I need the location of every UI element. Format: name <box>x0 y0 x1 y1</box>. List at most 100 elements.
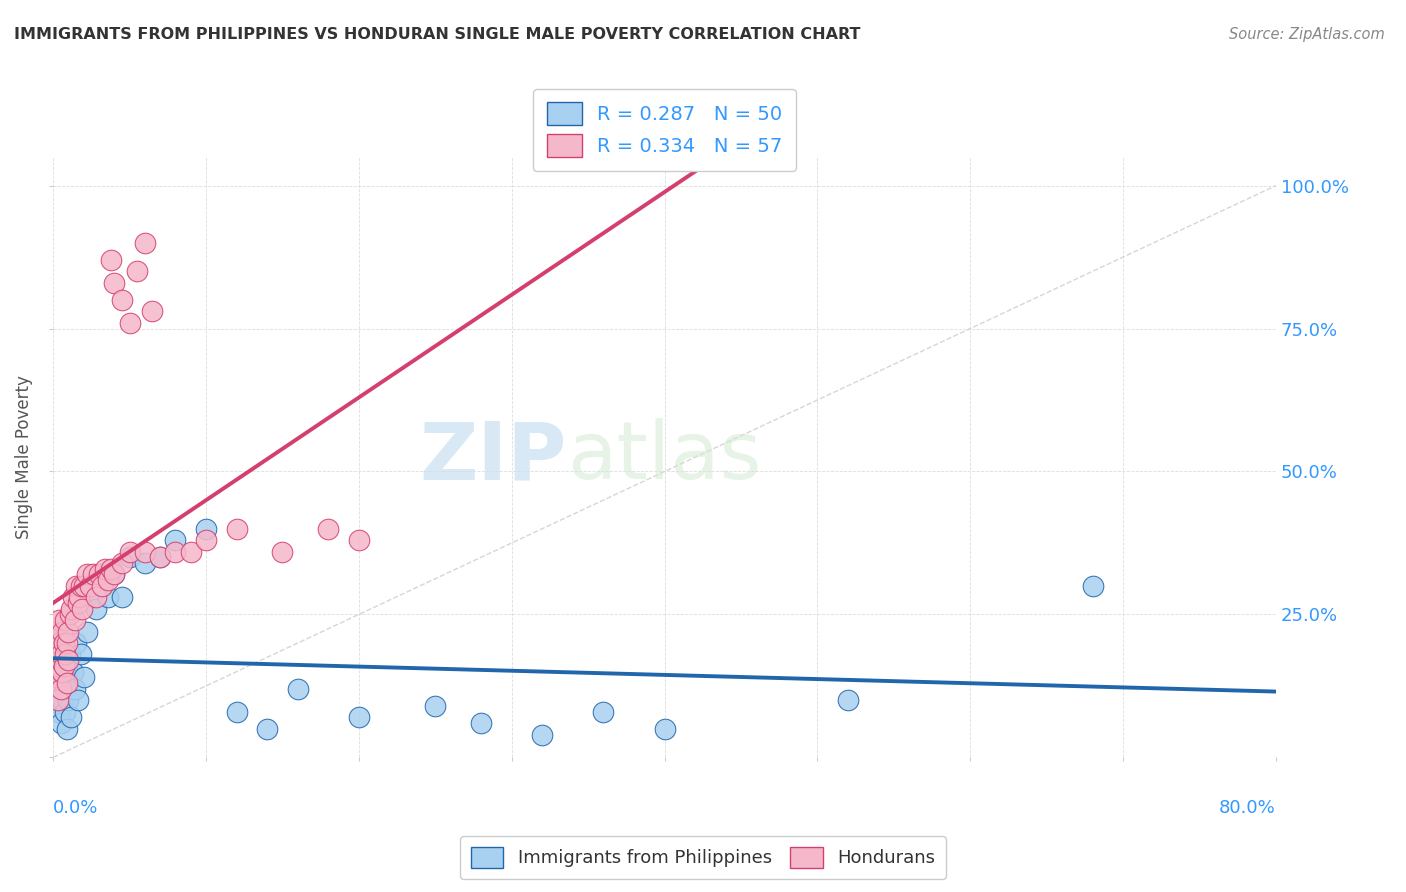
Point <box>111 556 134 570</box>
Point <box>127 264 149 278</box>
Point <box>118 550 141 565</box>
Point <box>52 636 75 650</box>
Point <box>76 567 98 582</box>
Point <box>49 648 72 662</box>
Point <box>65 579 87 593</box>
Point <box>91 579 114 593</box>
Y-axis label: Single Male Poverty: Single Male Poverty <box>15 376 32 539</box>
Point <box>134 556 156 570</box>
Point <box>45 681 67 696</box>
Point <box>56 659 79 673</box>
Point <box>62 665 84 679</box>
Point <box>46 636 69 650</box>
Point <box>103 276 125 290</box>
Point <box>225 522 247 536</box>
Point <box>82 567 104 582</box>
Point <box>58 653 80 667</box>
Point <box>87 567 110 582</box>
Point <box>60 601 83 615</box>
Text: IMMIGRANTS FROM PHILIPPINES VS HONDURAN SINGLE MALE POVERTY CORRELATION CHART: IMMIGRANTS FROM PHILIPPINES VS HONDURAN … <box>14 27 860 42</box>
Point <box>45 624 67 639</box>
Point <box>49 716 72 731</box>
Point <box>165 533 187 548</box>
Point <box>100 562 122 576</box>
Point <box>44 648 66 662</box>
Point <box>347 710 370 724</box>
Point <box>48 705 70 719</box>
Point <box>100 252 122 267</box>
Point <box>118 316 141 330</box>
Point <box>80 591 103 605</box>
Point <box>45 659 67 673</box>
Point <box>76 624 98 639</box>
Point <box>46 693 69 707</box>
Point <box>53 681 76 696</box>
Point <box>58 693 80 707</box>
Point <box>53 705 76 719</box>
Point <box>1081 579 1104 593</box>
Point <box>111 591 134 605</box>
Point <box>59 648 82 662</box>
Point <box>470 716 492 731</box>
Point <box>58 670 80 684</box>
Point <box>654 722 676 736</box>
Point <box>56 636 79 650</box>
Point <box>287 681 309 696</box>
Point <box>180 544 202 558</box>
Point <box>69 648 91 662</box>
Point <box>46 693 69 707</box>
Point <box>56 722 79 736</box>
Point <box>65 636 87 650</box>
Point <box>316 522 339 536</box>
Point <box>225 705 247 719</box>
Point <box>134 544 156 558</box>
Point <box>134 235 156 250</box>
Point <box>48 659 70 673</box>
Point <box>111 293 134 307</box>
Point <box>69 579 91 593</box>
Point <box>141 304 163 318</box>
Point <box>62 591 84 605</box>
Point <box>49 665 72 679</box>
Point <box>271 544 294 558</box>
Point <box>52 653 75 667</box>
Legend: R = 0.287   N = 50, R = 0.334   N = 57: R = 0.287 N = 50, R = 0.334 N = 57 <box>533 88 796 170</box>
Point <box>195 533 218 548</box>
Point <box>118 544 141 558</box>
Point <box>97 573 120 587</box>
Point <box>56 676 79 690</box>
Point <box>592 705 614 719</box>
Point <box>53 613 76 627</box>
Point <box>347 533 370 548</box>
Text: 80.0%: 80.0% <box>1219 799 1277 817</box>
Point <box>66 596 89 610</box>
Point <box>58 624 80 639</box>
Text: Source: ZipAtlas.com: Source: ZipAtlas.com <box>1229 27 1385 42</box>
Point <box>66 693 89 707</box>
Point <box>63 681 86 696</box>
Point <box>73 670 96 684</box>
Legend: Immigrants from Philippines, Hondurans: Immigrants from Philippines, Hondurans <box>460 836 946 879</box>
Point <box>44 648 66 662</box>
Point <box>79 579 101 593</box>
Point <box>52 676 75 690</box>
Point <box>60 710 83 724</box>
Point <box>73 579 96 593</box>
Point <box>149 550 172 565</box>
Point <box>91 579 114 593</box>
Point <box>837 693 859 707</box>
Point <box>45 670 67 684</box>
Point <box>165 544 187 558</box>
Point <box>103 567 125 582</box>
Point <box>94 562 117 576</box>
Point <box>48 670 70 684</box>
Point <box>103 567 125 582</box>
Point <box>195 522 218 536</box>
Point <box>49 681 72 696</box>
Point <box>53 648 76 662</box>
Point <box>425 698 447 713</box>
Point <box>149 550 172 565</box>
Text: ZIP: ZIP <box>419 418 567 496</box>
Point <box>63 613 86 627</box>
Point <box>52 659 75 673</box>
